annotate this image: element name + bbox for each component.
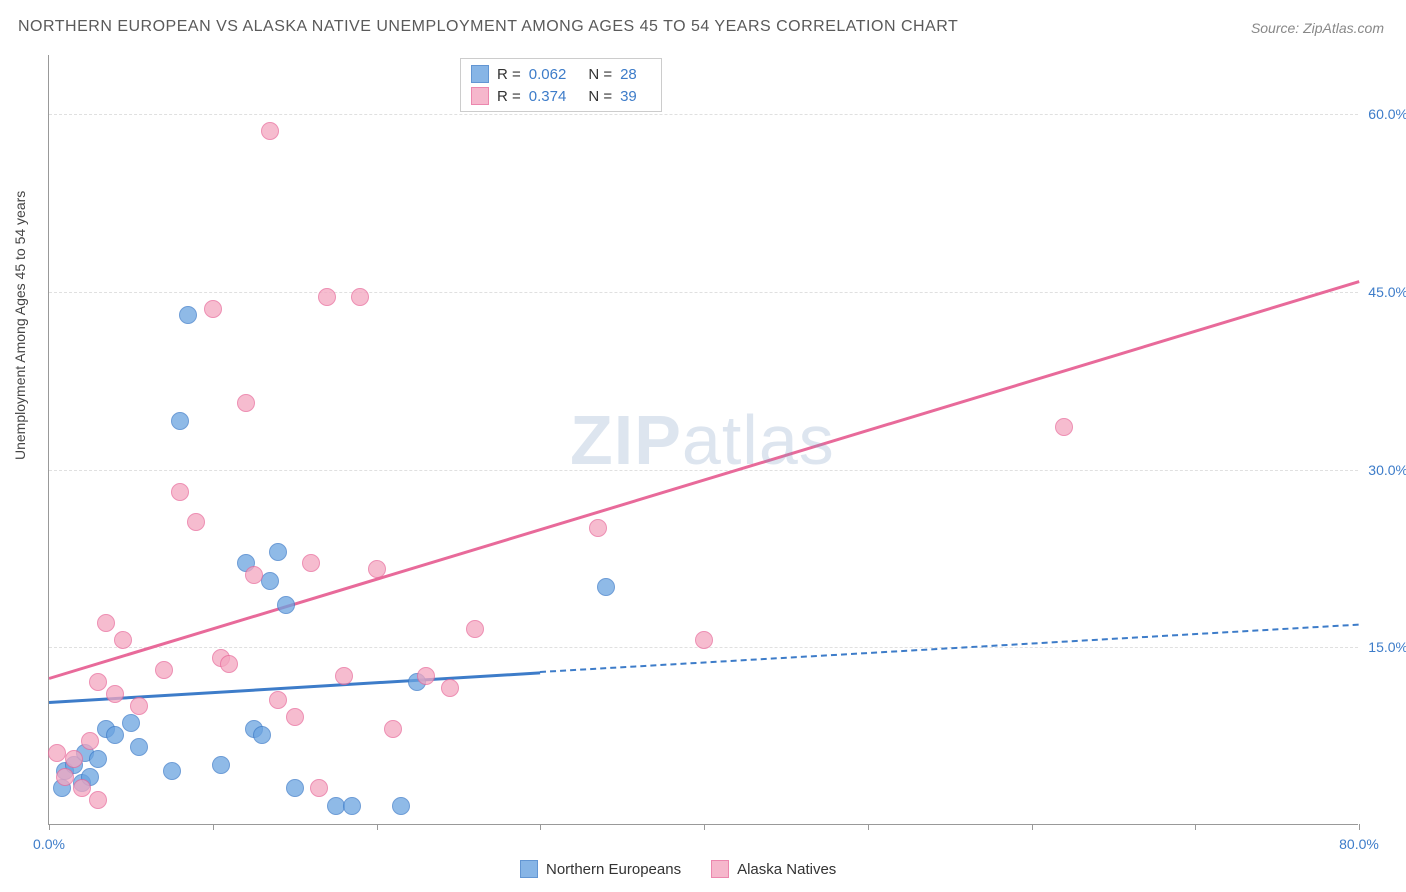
- x-tick: [377, 824, 378, 830]
- data-point: [155, 661, 173, 679]
- data-point: [89, 791, 107, 809]
- plot-area: 15.0%30.0%45.0%60.0%0.0%80.0%: [48, 55, 1358, 825]
- r-value-1: 0.374: [529, 88, 567, 105]
- x-tick: [1195, 824, 1196, 830]
- trend-line: [540, 624, 1359, 673]
- data-point: [261, 122, 279, 140]
- series-legend: Northern Europeans Alaska Natives: [520, 860, 836, 878]
- chart-title: NORTHERN EUROPEAN VS ALASKA NATIVE UNEMP…: [18, 18, 958, 36]
- data-point: [351, 288, 369, 306]
- data-point: [589, 519, 607, 537]
- data-point: [286, 708, 304, 726]
- y-tick-label: 30.0%: [1358, 462, 1406, 478]
- data-point: [163, 762, 181, 780]
- legend-item-1: Alaska Natives: [711, 860, 836, 878]
- data-point: [48, 744, 66, 762]
- x-tick: [49, 824, 50, 830]
- data-point: [343, 797, 361, 815]
- n-label: N =: [588, 88, 612, 105]
- data-point: [392, 797, 410, 815]
- data-point: [106, 726, 124, 744]
- data-point: [73, 779, 91, 797]
- x-tick: [540, 824, 541, 830]
- data-point: [441, 679, 459, 697]
- data-point: [81, 732, 99, 750]
- data-point: [384, 720, 402, 738]
- data-point: [253, 726, 271, 744]
- r-value-0: 0.062: [529, 66, 567, 83]
- data-point: [335, 667, 353, 685]
- data-point: [171, 483, 189, 501]
- x-tick: [868, 824, 869, 830]
- data-point: [89, 750, 107, 768]
- data-point: [368, 560, 386, 578]
- data-point: [130, 697, 148, 715]
- data-point: [106, 685, 124, 703]
- data-point: [65, 750, 83, 768]
- x-tick: [1359, 824, 1360, 830]
- data-point: [269, 543, 287, 561]
- data-point: [237, 394, 255, 412]
- data-point: [56, 768, 74, 786]
- data-point: [269, 691, 287, 709]
- x-tick-label: 0.0%: [33, 836, 65, 852]
- trend-line: [49, 671, 540, 704]
- r-label: R =: [497, 88, 521, 105]
- data-point: [245, 566, 263, 584]
- gridline: [49, 470, 1358, 471]
- data-point: [130, 738, 148, 756]
- y-tick-label: 45.0%: [1358, 284, 1406, 300]
- data-point: [187, 513, 205, 531]
- data-point: [171, 412, 189, 430]
- correlation-legend: R = 0.062 N = 28 R = 0.374 N = 39: [460, 58, 662, 112]
- data-point: [204, 300, 222, 318]
- source-credit: Source: ZipAtlas.com: [1251, 20, 1384, 36]
- data-point: [318, 288, 336, 306]
- trend-line: [49, 280, 1360, 680]
- legend-label-0: Northern Europeans: [546, 861, 681, 878]
- swatch-icon: [711, 860, 729, 878]
- data-point: [212, 756, 230, 774]
- data-point: [327, 797, 345, 815]
- x-tick: [704, 824, 705, 830]
- data-point: [220, 655, 238, 673]
- data-point: [122, 714, 140, 732]
- n-label: N =: [588, 66, 612, 83]
- swatch-icon: [520, 860, 538, 878]
- data-point: [261, 572, 279, 590]
- data-point: [114, 631, 132, 649]
- n-value-1: 39: [620, 88, 637, 105]
- data-point: [89, 673, 107, 691]
- data-point: [277, 596, 295, 614]
- r-label: R =: [497, 66, 521, 83]
- y-tick-label: 60.0%: [1358, 106, 1406, 122]
- data-point: [466, 620, 484, 638]
- data-point: [179, 306, 197, 324]
- data-point: [302, 554, 320, 572]
- y-axis-label: Unemployment Among Ages 45 to 54 years: [12, 191, 28, 460]
- x-tick: [213, 824, 214, 830]
- legend-label-1: Alaska Natives: [737, 861, 836, 878]
- x-tick-label: 80.0%: [1339, 836, 1379, 852]
- swatch-icon: [471, 65, 489, 83]
- n-value-0: 28: [620, 66, 637, 83]
- data-point: [1055, 418, 1073, 436]
- data-point: [97, 614, 115, 632]
- gridline: [49, 114, 1358, 115]
- legend-item-0: Northern Europeans: [520, 860, 681, 878]
- data-point: [695, 631, 713, 649]
- legend-row-0: R = 0.062 N = 28: [471, 63, 651, 85]
- x-tick: [1032, 824, 1033, 830]
- legend-row-1: R = 0.374 N = 39: [471, 85, 651, 107]
- swatch-icon: [471, 87, 489, 105]
- data-point: [597, 578, 615, 596]
- data-point: [286, 779, 304, 797]
- data-point: [417, 667, 435, 685]
- data-point: [310, 779, 328, 797]
- gridline: [49, 292, 1358, 293]
- y-tick-label: 15.0%: [1358, 639, 1406, 655]
